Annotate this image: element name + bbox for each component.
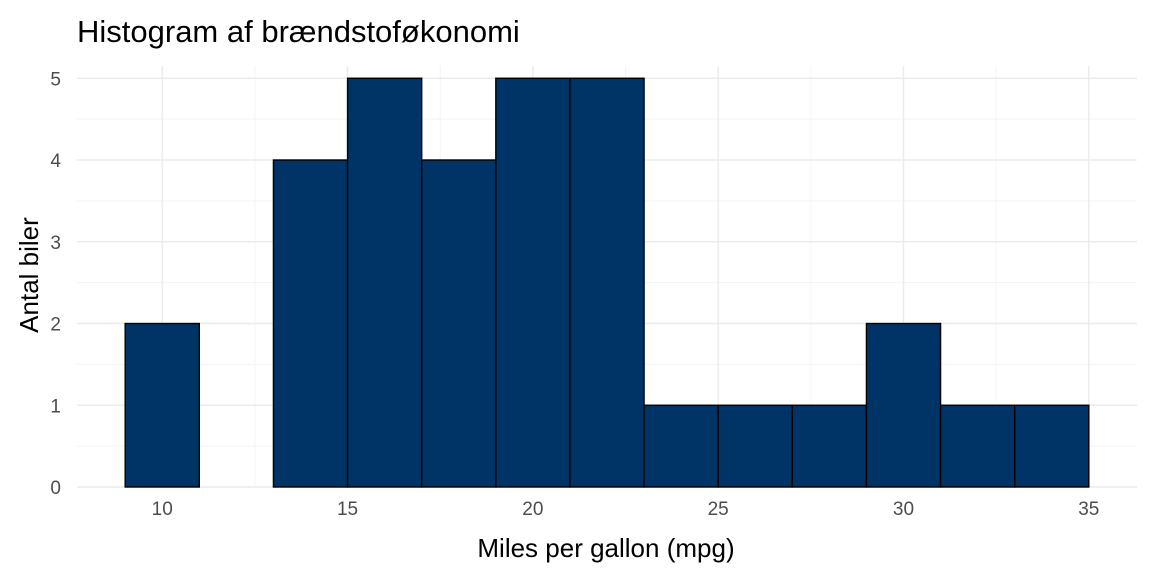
histogram-bar [346, 77, 423, 488]
x-tick-label: 10 [152, 499, 173, 520]
histogram-bar [420, 159, 497, 488]
y-tick-label: 2 [50, 315, 61, 336]
tick-labels: 10 15 20 25 30 35 0 1 2 3 4 5 [50, 69, 1099, 520]
histogram-bar [865, 322, 942, 488]
x-tick-label: 20 [522, 499, 543, 520]
histogram-bar [939, 404, 1016, 488]
histogram-bar [717, 404, 794, 488]
histogram-bar [495, 77, 571, 488]
histogram-bar [1013, 404, 1090, 488]
histogram-bar [643, 404, 719, 488]
histogram-bar [124, 322, 201, 488]
y-tick-label: 1 [50, 396, 61, 417]
x-tick-label: 15 [337, 499, 358, 520]
y-tick-label: 0 [50, 478, 61, 499]
x-tick-label: 25 [708, 499, 729, 520]
y-tick-label: 5 [50, 69, 61, 90]
bars-layer [124, 77, 1090, 488]
histogram-bar [791, 404, 868, 488]
chart-title: Histogram af brændstoføkonomi [77, 14, 520, 49]
x-tick-label: 30 [893, 499, 914, 520]
histogram-bar [569, 77, 645, 488]
y-tick-label: 4 [50, 151, 61, 172]
y-tick-label: 3 [50, 233, 61, 254]
y-axis-title: Antal biler [14, 217, 44, 333]
x-tick-label: 35 [1078, 499, 1099, 520]
histogram-bar [272, 159, 349, 488]
x-axis-title: Miles per gallon (mpg) [477, 533, 734, 563]
